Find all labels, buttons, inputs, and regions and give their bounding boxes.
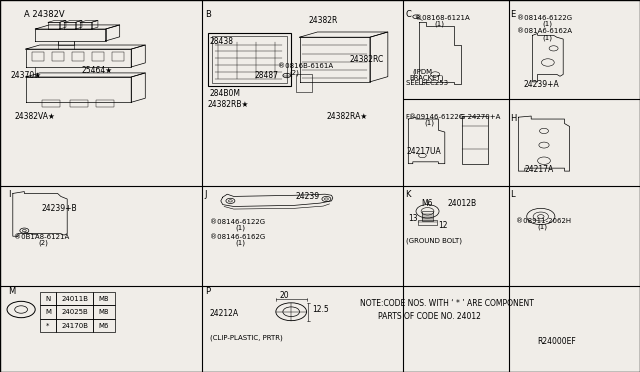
- Text: 24382RA★: 24382RA★: [326, 112, 367, 121]
- Bar: [92, 52, 104, 61]
- Bar: [42, 100, 60, 107]
- Text: 12: 12: [438, 221, 448, 230]
- Bar: [32, 52, 44, 61]
- Text: I: I: [8, 190, 10, 199]
- Text: ®0B1A8-6121A: ®0B1A8-6121A: [14, 234, 69, 240]
- Text: ®08911-2062H: ®08911-2062H: [516, 218, 571, 224]
- Text: (2): (2): [289, 69, 299, 76]
- Text: (1): (1): [434, 21, 444, 27]
- Text: ®0816B-6161A: ®0816B-6161A: [278, 63, 333, 69]
- Text: A 24382V: A 24382V: [24, 10, 65, 19]
- Text: 24011B: 24011B: [61, 296, 88, 302]
- Bar: [56, 292, 93, 305]
- Text: 24217A: 24217A: [525, 165, 554, 174]
- Text: 20: 20: [279, 291, 289, 300]
- Text: M8: M8: [99, 309, 109, 315]
- Text: 28438: 28438: [210, 37, 234, 46]
- Text: 284B0M: 284B0M: [210, 89, 241, 97]
- Text: 24382RC: 24382RC: [349, 55, 384, 64]
- Text: K: K: [405, 190, 411, 199]
- Text: BRACKET): BRACKET): [410, 74, 444, 81]
- Text: 24217UA: 24217UA: [406, 147, 441, 156]
- Bar: [93, 319, 115, 332]
- Bar: [40, 292, 56, 305]
- Text: 24212A: 24212A: [210, 309, 239, 318]
- Bar: [56, 319, 93, 332]
- Text: ®08146-6122G: ®08146-6122G: [517, 15, 572, 21]
- Text: M: M: [8, 287, 15, 296]
- Text: 24012B: 24012B: [448, 199, 477, 208]
- Text: PARTS OF CODE NO. 24012: PARTS OF CODE NO. 24012: [378, 312, 481, 321]
- Text: C: C: [405, 10, 411, 19]
- Text: J: J: [205, 190, 207, 199]
- Bar: [296, 74, 312, 92]
- Text: (GROUND BOLT): (GROUND BOLT): [406, 237, 462, 244]
- Bar: [52, 52, 63, 61]
- Bar: [72, 52, 83, 61]
- Bar: [112, 52, 124, 61]
- Text: (1): (1): [543, 21, 553, 27]
- Text: (1): (1): [538, 224, 548, 230]
- Text: F®09146-6122G: F®09146-6122G: [405, 114, 464, 120]
- Text: 24239+A: 24239+A: [524, 80, 559, 89]
- Text: 13: 13: [408, 214, 418, 223]
- Bar: [418, 220, 437, 225]
- Text: 24382RB★: 24382RB★: [208, 100, 250, 109]
- Text: *: *: [46, 323, 50, 328]
- Bar: [422, 211, 433, 221]
- Text: ®08146-6162G: ®08146-6162G: [210, 234, 265, 240]
- Text: (2): (2): [38, 240, 48, 246]
- Bar: [212, 36, 287, 83]
- Text: SEE SEC253: SEE SEC253: [406, 80, 449, 86]
- Bar: [93, 292, 115, 305]
- Text: 24239+B: 24239+B: [42, 204, 77, 213]
- Text: 24370★: 24370★: [10, 71, 42, 80]
- Text: M8: M8: [99, 296, 109, 302]
- Text: (1): (1): [236, 240, 246, 246]
- Text: (IPDM: (IPDM: [413, 69, 433, 75]
- Text: 12.5: 12.5: [312, 305, 329, 314]
- Text: (1): (1): [424, 120, 435, 126]
- Text: B: B: [205, 10, 211, 19]
- Text: (1): (1): [236, 225, 246, 231]
- Text: ®081A6-6162A: ®081A6-6162A: [517, 28, 572, 34]
- Text: ®08168-6121A: ®08168-6121A: [415, 15, 470, 21]
- Text: M6: M6: [99, 323, 109, 328]
- Text: M: M: [45, 309, 51, 315]
- Text: 24170B: 24170B: [61, 323, 88, 328]
- Bar: [56, 305, 93, 319]
- Bar: [96, 100, 114, 107]
- Text: E: E: [510, 10, 515, 19]
- Text: N: N: [45, 296, 51, 302]
- Bar: [208, 33, 291, 86]
- Bar: [70, 100, 88, 107]
- Text: M6: M6: [421, 199, 433, 208]
- Text: (CLIP-PLASTIC, PRTR): (CLIP-PLASTIC, PRTR): [210, 335, 283, 341]
- Bar: [462, 116, 488, 164]
- Text: L: L: [510, 190, 515, 199]
- Text: ®08146-6122G: ®08146-6122G: [210, 219, 265, 225]
- Text: 25464★: 25464★: [82, 66, 113, 75]
- Text: 24382VA★: 24382VA★: [14, 112, 55, 121]
- Text: P: P: [205, 287, 210, 296]
- Text: R24000EF: R24000EF: [538, 337, 577, 346]
- Bar: [40, 305, 56, 319]
- Bar: [40, 319, 56, 332]
- Text: H: H: [510, 114, 516, 123]
- Text: 24239: 24239: [296, 192, 320, 201]
- Text: NOTE:CODE NOS. WITH ‘ * ’ ARE COMPONENT: NOTE:CODE NOS. WITH ‘ * ’ ARE COMPONENT: [360, 299, 534, 308]
- Text: (1): (1): [543, 34, 553, 41]
- Bar: [93, 305, 115, 319]
- Text: 28487: 28487: [255, 71, 279, 80]
- Text: G 24270+A: G 24270+A: [460, 114, 500, 120]
- Text: 24025B: 24025B: [61, 309, 88, 315]
- Text: 24382R: 24382R: [308, 16, 338, 25]
